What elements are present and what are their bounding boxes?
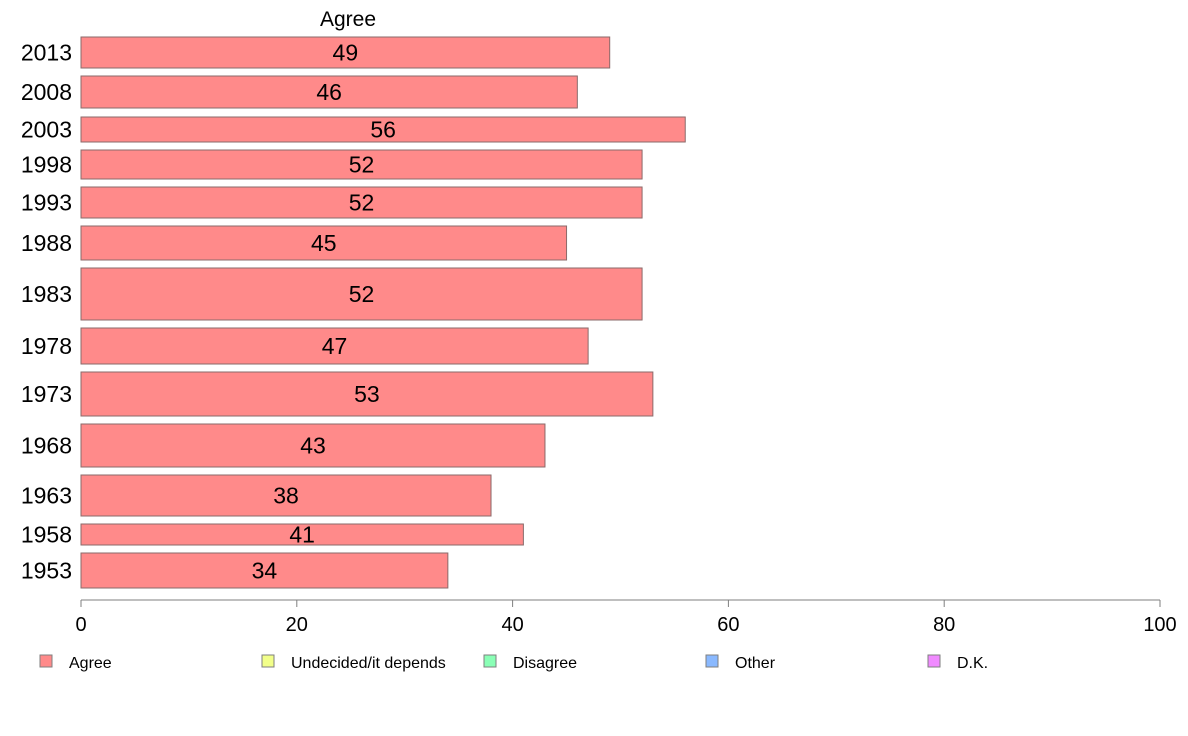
data-label-1983: 52 <box>349 281 375 307</box>
legend-swatch-3 <box>705 654 719 668</box>
data-label-1998: 52 <box>349 152 375 178</box>
bars-group <box>80 36 686 589</box>
legend-label-3: Other <box>735 655 776 672</box>
bar-1988 <box>80 225 568 261</box>
legend-swatch-2 <box>483 654 497 668</box>
category-label-1993: 1993 <box>21 190 72 216</box>
data-label-1963: 38 <box>273 483 299 509</box>
legend-label-2: Disagree <box>513 655 577 672</box>
category-label-1988: 1988 <box>21 230 72 256</box>
legend-swatch-4 <box>927 654 941 668</box>
x-tick-label-80: 80 <box>933 614 955 636</box>
category-label-1958: 1958 <box>21 522 72 548</box>
data-label-2003: 56 <box>370 117 396 143</box>
data-label-2008: 46 <box>316 79 342 105</box>
category-label-1973: 1973 <box>21 381 72 407</box>
category-label-1953: 1953 <box>21 558 72 584</box>
legend-label-4: D.K. <box>957 655 988 672</box>
legend-label-0: Agree <box>69 655 112 672</box>
category-label-2008: 2008 <box>21 79 72 105</box>
x-tick-label-0: 0 <box>75 614 86 636</box>
data-label-1973: 53 <box>354 381 380 407</box>
bar-2003 <box>80 116 686 143</box>
bar-2013 <box>80 36 611 69</box>
bar-1978 <box>80 327 589 365</box>
data-label-1988: 45 <box>311 230 337 256</box>
bar-1983 <box>80 267 643 321</box>
bar-1973 <box>80 371 654 417</box>
x-tick-label-20: 20 <box>286 614 308 636</box>
x-axis: 0 20 40 60 80 100 <box>75 599 1177 636</box>
category-labels: 2013 2008 2003 1998 1993 1988 1983 1978 1973 1968… <box>21 40 72 584</box>
category-label-2003: 2003 <box>21 117 72 143</box>
bar-1993 <box>80 186 643 219</box>
legend-label-1: Undecided/it depends <box>291 655 446 672</box>
category-label-1978: 1978 <box>21 333 72 359</box>
bar-1963 <box>80 474 492 517</box>
data-label-1993: 52 <box>349 190 375 216</box>
bar-1998 <box>80 149 643 180</box>
x-tick-label-100: 100 <box>1143 614 1176 636</box>
data-label-2013: 49 <box>333 40 359 66</box>
category-label-1963: 1963 <box>21 483 72 509</box>
bar-1953 <box>80 552 449 589</box>
category-label-1998: 1998 <box>21 152 72 178</box>
legend-swatch-1 <box>261 654 275 668</box>
x-tick-label-40: 40 <box>501 614 523 636</box>
data-label-1953: 34 <box>252 558 278 584</box>
category-label-2013: 2013 <box>21 40 72 66</box>
data-label-1968: 43 <box>300 433 326 459</box>
data-label-1958: 41 <box>289 522 315 548</box>
series-title: Agree <box>320 8 376 31</box>
legend: Agree Undecided/it depends Disagree Other D.… <box>39 654 988 672</box>
data-label-1978: 47 <box>322 333 348 359</box>
legend-swatch-0 <box>39 654 53 668</box>
bar-2008 <box>80 75 578 109</box>
category-label-1968: 1968 <box>21 433 72 459</box>
category-label-1983: 1983 <box>21 281 72 307</box>
bar-1958 <box>80 523 524 546</box>
bar-1968 <box>80 423 546 468</box>
x-tick-label-60: 60 <box>717 614 739 636</box>
